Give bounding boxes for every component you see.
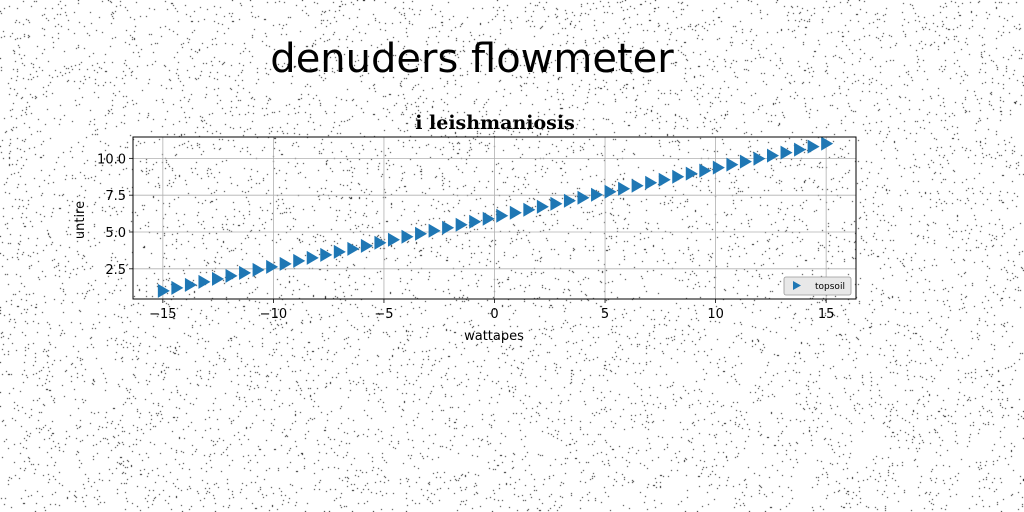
x-tick-label: 15 — [818, 307, 835, 322]
data-point-triangle-right — [780, 145, 793, 160]
data-point-triangle-right — [387, 232, 400, 247]
data-point-triangle-right — [712, 160, 725, 175]
data-point-triangle-right — [184, 277, 197, 292]
legend-entry-label: topsoil — [815, 282, 845, 292]
data-point-triangle-right — [726, 157, 739, 172]
data-point-triangle-right — [509, 205, 522, 220]
data-point-triangle-right — [469, 214, 482, 229]
data-point-triangle-right — [333, 244, 346, 259]
data-point-triangle-right — [645, 175, 658, 190]
y-tick-label: 2.5 — [105, 263, 126, 278]
data-point-triangle-right — [604, 184, 617, 199]
data-point-triangle-right — [279, 256, 292, 271]
x-tick-label: −5 — [374, 307, 393, 322]
data-point-triangle-right — [428, 223, 441, 238]
data-point-triangle-right — [225, 268, 238, 283]
data-point-triangle-right — [523, 202, 536, 217]
data-point-triangle-right — [306, 250, 319, 265]
data-point-triangle-right — [739, 154, 752, 169]
data-point-triangle-right — [266, 259, 279, 274]
y-axis-ticks: 2.5 5.0 7.5 10.0 — [97, 152, 133, 278]
legend: topsoil — [783, 276, 852, 296]
chart-title: i leishmaniosis — [415, 112, 575, 134]
series-marks — [157, 136, 834, 298]
y-tick-label: 10.0 — [97, 152, 126, 167]
data-point-triangle-right — [320, 247, 333, 262]
x-tick-label: 5 — [601, 307, 609, 322]
data-point-triangle-right — [211, 271, 224, 286]
data-point-triangle-right — [618, 181, 631, 196]
data-point-triangle-right — [171, 280, 184, 295]
data-point-triangle-right — [550, 196, 563, 211]
data-point-triangle-right — [591, 187, 604, 202]
data-point-triangle-right — [239, 265, 252, 280]
data-point-triangle-right — [293, 253, 306, 268]
data-point-triangle-right — [685, 166, 698, 181]
y-tick-label: 7.5 — [105, 189, 126, 204]
data-point-triangle-right — [658, 172, 671, 187]
x-tick-label: −15 — [149, 307, 176, 322]
data-point-triangle-right — [821, 136, 834, 151]
y-tick-label: 5.0 — [105, 226, 126, 241]
x-axis-ticks: −15 −10 −5 0 5 10 15 — [149, 299, 834, 322]
y-axis-label: untire — [73, 201, 88, 239]
data-point-triangle-right — [563, 193, 576, 208]
data-point-triangle-right — [631, 178, 644, 193]
data-point-triangle-right — [374, 235, 387, 250]
x-axis-label: wattapes — [464, 329, 524, 344]
data-point-triangle-right — [157, 283, 170, 298]
data-point-triangle-right — [455, 217, 468, 232]
legend-marker-triangle-right — [793, 281, 801, 290]
data-point-triangle-right — [482, 211, 495, 226]
legend-box — [783, 276, 852, 296]
data-point-triangle-right — [753, 151, 766, 166]
data-point-triangle-right — [577, 190, 590, 205]
data-point-triangle-right — [807, 139, 820, 154]
data-point-triangle-right — [672, 169, 685, 184]
data-point-triangle-right — [442, 220, 455, 235]
figure-suptitle: denuders flowmeter — [270, 36, 674, 82]
data-point-triangle-right — [347, 241, 360, 256]
x-tick-label: 0 — [490, 307, 498, 322]
data-point-triangle-right — [401, 229, 414, 244]
data-point-triangle-right — [699, 163, 712, 178]
data-point-triangle-right — [360, 238, 373, 253]
data-point-triangle-right — [496, 208, 509, 223]
data-point-triangle-right — [536, 199, 549, 214]
data-point-triangle-right — [198, 274, 211, 289]
data-point-triangle-right — [794, 142, 807, 157]
data-point-triangle-right — [415, 226, 428, 241]
data-point-triangle-right — [252, 262, 265, 277]
x-tick-label: −10 — [260, 307, 287, 322]
data-point-triangle-right — [767, 148, 780, 163]
x-tick-label: 10 — [707, 307, 724, 322]
